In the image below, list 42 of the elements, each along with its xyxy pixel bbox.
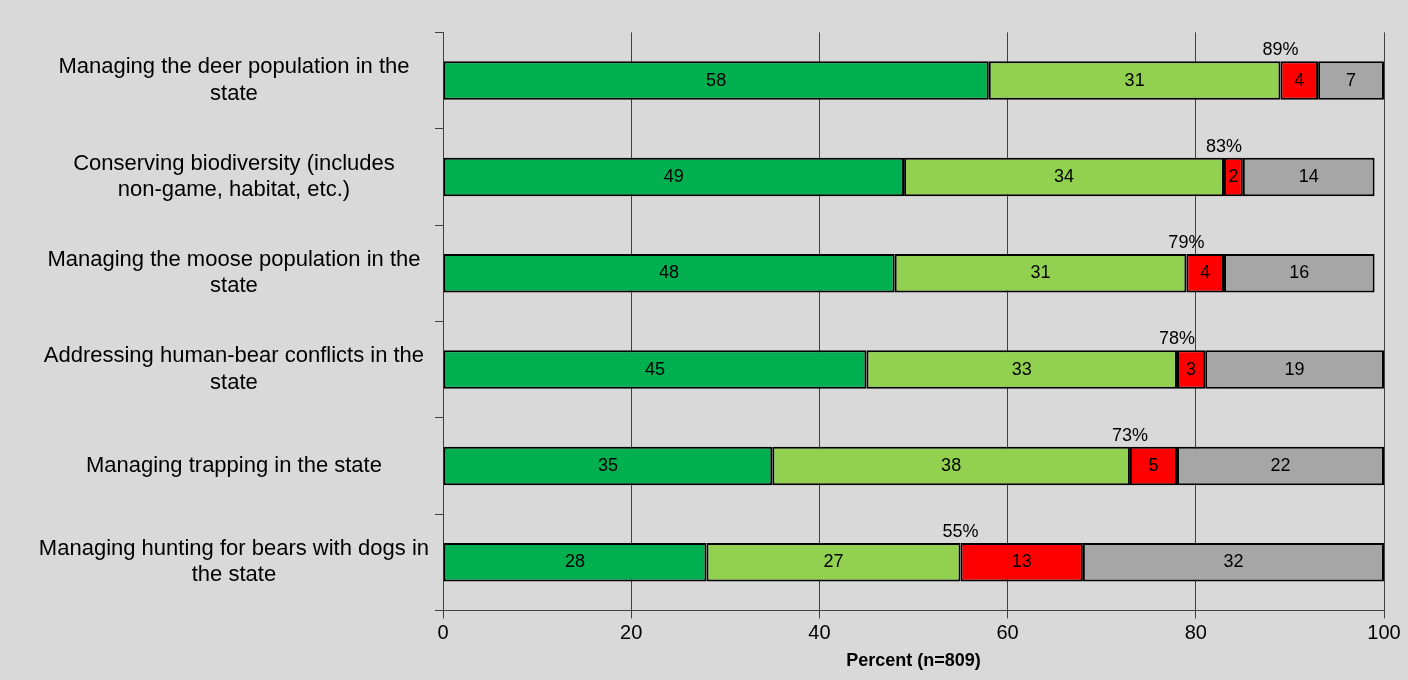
data-label: 45 — [644, 358, 665, 379]
data-label: 33 — [1011, 358, 1032, 379]
data-label: 34 — [1054, 165, 1075, 186]
x-tick-label: 100 — [1367, 620, 1401, 643]
y-tick-label: Managing trapping in the state — [85, 451, 382, 477]
data-label: 28 — [564, 551, 586, 572]
data-label: 32 — [1223, 551, 1244, 572]
data-label: 4 — [1294, 69, 1305, 90]
annotation: 89% — [1262, 39, 1299, 60]
data-label: 58 — [706, 69, 727, 90]
x-tick-label: 40 — [808, 620, 831, 643]
y-tick-label: Managing hunting for bears with dogs in the state — [38, 535, 429, 587]
data-label: 38 — [941, 454, 962, 475]
data-label: 16 — [1289, 262, 1310, 283]
data-label: 31 — [1124, 69, 1145, 90]
y-tick-label: Conserving biodiversity (includes non-game, habitat, etc.) — [73, 149, 395, 202]
data-label: 2 — [1228, 165, 1239, 186]
annotation: 83% — [1206, 135, 1243, 156]
data-label: 48 — [659, 262, 680, 283]
data-label: 4 — [1200, 262, 1211, 283]
x-axis-title: Percent (n=809) — [846, 650, 981, 671]
data-label: 5 — [1148, 454, 1159, 475]
data-label: 22 — [1270, 454, 1291, 475]
data-label: 19 — [1284, 358, 1305, 379]
x-tick-label: 60 — [996, 620, 1019, 643]
data-label: 3 — [1186, 358, 1197, 379]
data-label: 49 — [663, 165, 684, 186]
x-tick-label: 0 — [437, 620, 449, 643]
annotation: 78% — [1158, 328, 1195, 349]
data-label: 35 — [597, 454, 618, 475]
annotation: 55% — [942, 520, 979, 541]
y-tick-label: Managing the deer population in the state — [58, 53, 410, 105]
data-label: 31 — [1030, 262, 1051, 283]
data-label: 14 — [1298, 165, 1319, 186]
data-label: 13 — [1011, 551, 1032, 572]
x-tick-label: 20 — [620, 620, 643, 643]
data-label: 7 — [1346, 69, 1357, 90]
annotation: 73% — [1111, 424, 1148, 445]
y-tick-label: Addressing human-bear conflicts in the state — [43, 342, 425, 394]
x-tick-label: 80 — [1184, 620, 1207, 643]
data-label: 27 — [823, 551, 844, 572]
y-tick-label: Managing the moose population in the state — [47, 246, 421, 298]
